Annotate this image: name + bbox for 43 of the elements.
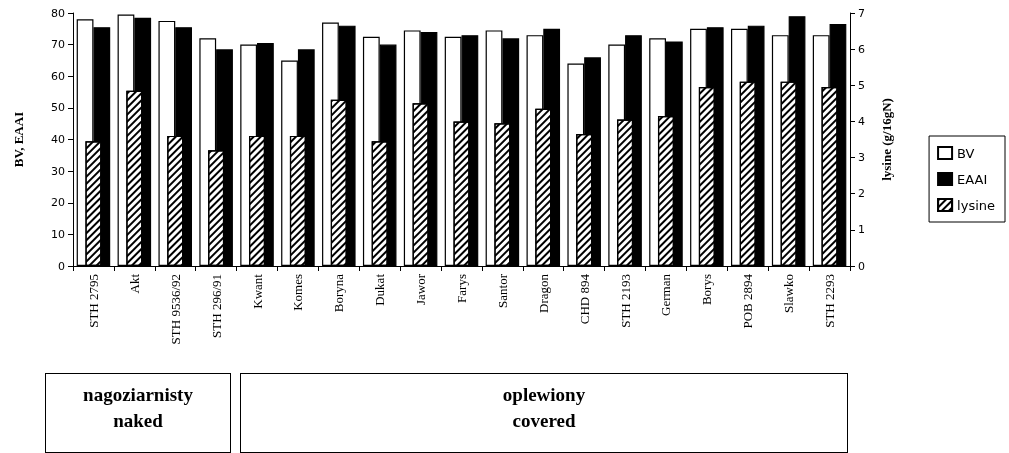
- y-axis-title: BV, EAAI: [11, 111, 26, 168]
- y2-tick-label: 0: [858, 259, 865, 273]
- y2-tick-label: 3: [858, 151, 865, 165]
- legend-label: lysine: [957, 197, 996, 213]
- x-tick-label: Komes: [290, 274, 306, 311]
- x-tick-label: STH 2795: [85, 274, 101, 328]
- y-tick-label: 0: [58, 259, 65, 273]
- y-tick-label: 20: [51, 196, 65, 210]
- y-tick-label: 50: [51, 101, 65, 115]
- y2-tick-label: 6: [858, 42, 865, 56]
- y2-tick-label: 1: [858, 223, 865, 237]
- y-tick-label: 40: [51, 133, 65, 146]
- text: oplewiony covered: [240, 373, 848, 453]
- x-tick-label: German: [658, 273, 674, 316]
- y2-tick-label: 2: [858, 187, 865, 201]
- y2-tick-label: 4: [858, 114, 865, 128]
- x-tick-label: STH 296/91: [208, 274, 224, 338]
- text: nagoziarnisty naked: [45, 373, 231, 453]
- x-tick-label: STH 9536/92: [167, 274, 183, 345]
- y-tick-label: 80: [51, 6, 65, 20]
- legend-label: EAAI: [957, 171, 988, 187]
- x-tick-label: POB 2894: [740, 273, 756, 329]
- x-tick-label: Farys: [454, 274, 469, 303]
- y-tick-label: 70: [51, 38, 65, 52]
- y2-tick-label: 5: [858, 78, 865, 92]
- y-tick-label: 60: [51, 69, 65, 83]
- y2-tick-label: 7: [858, 6, 865, 20]
- legend-label: BV: [957, 145, 975, 161]
- x-tick-label: Borys: [699, 274, 715, 306]
- x-tick-label: Jawor: [413, 273, 429, 306]
- x-tick-label: Kwant: [249, 273, 265, 309]
- x-tick-label: Akt: [126, 273, 142, 294]
- x-tick-label: Santor: [494, 273, 510, 308]
- x-tick-label: CHD 894: [576, 273, 592, 325]
- x-tick-label: Slawko: [781, 274, 797, 313]
- y-tick-label: 10: [51, 227, 65, 241]
- y2-axis-title: lysine (g/16gN): [879, 98, 894, 181]
- x-tick-label: Boryna: [331, 273, 347, 313]
- y-tick-label: 30: [51, 164, 65, 178]
- x-tick-label: STH 2193: [617, 274, 633, 328]
- x-tick-label: STH 2293: [822, 274, 838, 328]
- x-tick-label: Dukat: [372, 273, 388, 306]
- x-tick-label: Dragon: [535, 273, 551, 313]
